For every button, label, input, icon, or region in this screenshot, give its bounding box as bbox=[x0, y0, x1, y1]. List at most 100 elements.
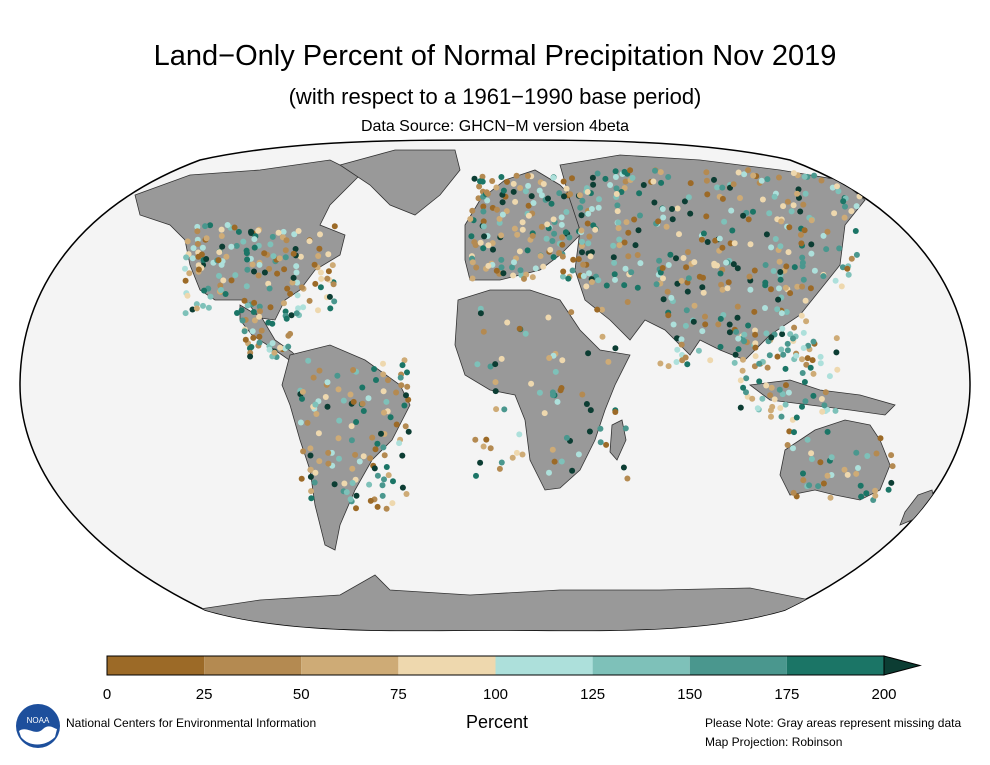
station-marker bbox=[374, 440, 381, 447]
station-marker bbox=[266, 265, 273, 272]
station-marker bbox=[353, 492, 360, 499]
station-marker bbox=[800, 345, 807, 351]
station-marker bbox=[312, 469, 319, 476]
station-marker bbox=[663, 223, 670, 230]
station-marker bbox=[509, 264, 515, 271]
station-marker bbox=[476, 183, 483, 190]
station-marker bbox=[719, 195, 726, 202]
station-marker bbox=[304, 419, 311, 426]
station-marker bbox=[258, 327, 265, 334]
station-marker bbox=[325, 251, 332, 258]
station-markers bbox=[182, 167, 896, 512]
station-marker bbox=[543, 235, 550, 242]
station-marker bbox=[700, 274, 706, 281]
station-marker bbox=[594, 306, 601, 313]
station-marker bbox=[311, 479, 318, 486]
station-marker bbox=[480, 223, 487, 230]
station-marker bbox=[768, 413, 774, 420]
station-marker bbox=[733, 328, 740, 335]
station-marker bbox=[889, 463, 896, 470]
station-marker bbox=[372, 446, 379, 453]
station-marker bbox=[676, 231, 682, 238]
station-marker bbox=[808, 241, 815, 248]
station-marker bbox=[810, 370, 817, 377]
station-marker bbox=[550, 254, 557, 261]
station-marker bbox=[481, 233, 488, 240]
station-marker bbox=[401, 357, 408, 364]
station-marker bbox=[359, 384, 366, 391]
station-marker bbox=[721, 218, 728, 225]
station-marker bbox=[634, 252, 641, 258]
station-marker bbox=[307, 473, 314, 480]
station-marker bbox=[331, 481, 338, 488]
station-marker bbox=[877, 435, 884, 442]
station-marker bbox=[735, 346, 742, 353]
station-marker bbox=[764, 364, 771, 371]
station-marker bbox=[848, 208, 855, 215]
station-marker bbox=[853, 203, 860, 210]
station-marker bbox=[653, 281, 660, 288]
station-marker bbox=[183, 254, 190, 261]
station-marker bbox=[717, 270, 724, 277]
station-marker bbox=[771, 396, 778, 403]
new-zealand bbox=[899, 489, 936, 526]
station-marker bbox=[800, 477, 807, 484]
station-marker bbox=[501, 406, 508, 413]
station-marker bbox=[401, 402, 408, 409]
station-marker bbox=[821, 402, 828, 409]
station-marker bbox=[396, 440, 403, 447]
station-marker bbox=[597, 425, 604, 432]
station-marker bbox=[547, 246, 554, 253]
station-marker bbox=[583, 283, 590, 290]
station-marker bbox=[728, 207, 735, 214]
station-marker bbox=[730, 181, 737, 188]
station-marker bbox=[682, 322, 689, 329]
station-marker bbox=[380, 388, 387, 395]
station-marker bbox=[469, 259, 476, 266]
station-marker bbox=[292, 246, 299, 252]
station-marker bbox=[257, 308, 263, 315]
station-marker bbox=[293, 263, 300, 270]
station-marker bbox=[819, 408, 826, 415]
station-marker bbox=[811, 267, 818, 274]
station-marker bbox=[779, 391, 786, 398]
station-marker bbox=[294, 292, 301, 299]
station-marker bbox=[322, 394, 329, 400]
station-marker bbox=[483, 436, 490, 443]
station-marker bbox=[232, 272, 239, 279]
station-marker bbox=[762, 262, 769, 268]
station-marker bbox=[471, 175, 478, 182]
station-marker bbox=[313, 411, 320, 417]
station-marker bbox=[215, 257, 222, 264]
station-marker bbox=[540, 263, 547, 270]
station-marker bbox=[612, 174, 619, 180]
station-marker bbox=[734, 303, 741, 310]
station-marker bbox=[556, 250, 563, 256]
station-marker bbox=[519, 226, 526, 233]
station-marker bbox=[247, 353, 254, 360]
station-marker bbox=[335, 435, 342, 442]
station-marker bbox=[331, 298, 338, 305]
station-marker bbox=[602, 175, 609, 182]
station-marker bbox=[250, 309, 257, 315]
station-marker bbox=[576, 192, 583, 199]
station-marker bbox=[202, 223, 209, 230]
station-marker bbox=[550, 216, 557, 223]
station-marker bbox=[300, 304, 307, 311]
station-marker bbox=[554, 398, 561, 405]
station-marker bbox=[250, 334, 257, 341]
map-subtitle: (with respect to a 1961−1990 base period… bbox=[288, 84, 702, 109]
station-marker bbox=[746, 273, 753, 280]
station-marker bbox=[817, 360, 824, 367]
station-marker bbox=[525, 182, 532, 189]
station-marker bbox=[625, 253, 632, 260]
station-marker bbox=[650, 178, 657, 185]
station-marker bbox=[790, 335, 796, 342]
station-marker bbox=[393, 421, 400, 428]
station-marker bbox=[585, 240, 592, 247]
station-marker bbox=[569, 267, 576, 274]
station-marker bbox=[575, 256, 582, 263]
station-marker bbox=[833, 335, 840, 342]
station-marker bbox=[622, 425, 629, 432]
station-marker bbox=[835, 188, 842, 195]
